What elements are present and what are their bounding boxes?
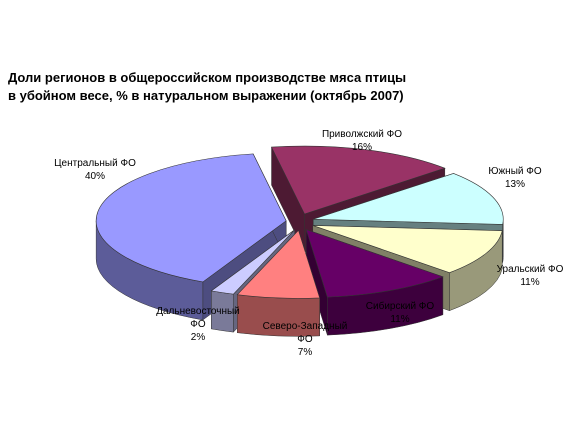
slice-label: Северо-Западный ФО 7%: [255, 320, 355, 359]
pie-slice: [305, 229, 444, 298]
slice-label: Южный ФО 13%: [470, 165, 560, 191]
category-label: Центральный ФО: [54, 158, 136, 169]
value-label: 11%: [520, 277, 540, 288]
pie-slice: [312, 225, 503, 273]
category-label: Уральский ФО: [496, 264, 564, 275]
value-label: 16%: [351, 142, 372, 153]
pie-slice: [313, 173, 504, 225]
value-label: 11%: [390, 314, 410, 325]
chart-title: в убойном весе, % в натуральном выражени…: [8, 88, 404, 103]
value-label: 7%: [297, 347, 313, 358]
pie-slice: [210, 229, 295, 295]
chart-title: Доли регионов в общероссийском производс…: [8, 70, 407, 85]
category-label: Дальневосточный ФО: [156, 306, 240, 330]
category-label: Сибирский ФО: [365, 301, 435, 312]
slice-label: Уральский ФО 11%: [485, 263, 575, 289]
slice-side: [502, 219, 504, 263]
category-label: Приволжский ФО: [321, 129, 403, 140]
value-label: 13%: [504, 179, 525, 190]
slice-label: Сибирский ФО 11%: [355, 300, 445, 326]
category-label: Северо-Западный ФО: [262, 321, 348, 345]
pie-slice: [236, 229, 321, 299]
slice-label: Дальневосточный ФО 2%: [153, 305, 243, 344]
value-label: 2%: [190, 332, 206, 343]
pie-slice: [271, 145, 446, 215]
category-label: Южный ФО: [488, 166, 542, 177]
slice-label: Приволжский ФО 16%: [307, 128, 417, 154]
value-label: 40%: [84, 171, 105, 182]
slice-label: Центральный ФО 40%: [40, 157, 150, 183]
pie-slice: [95, 153, 287, 283]
